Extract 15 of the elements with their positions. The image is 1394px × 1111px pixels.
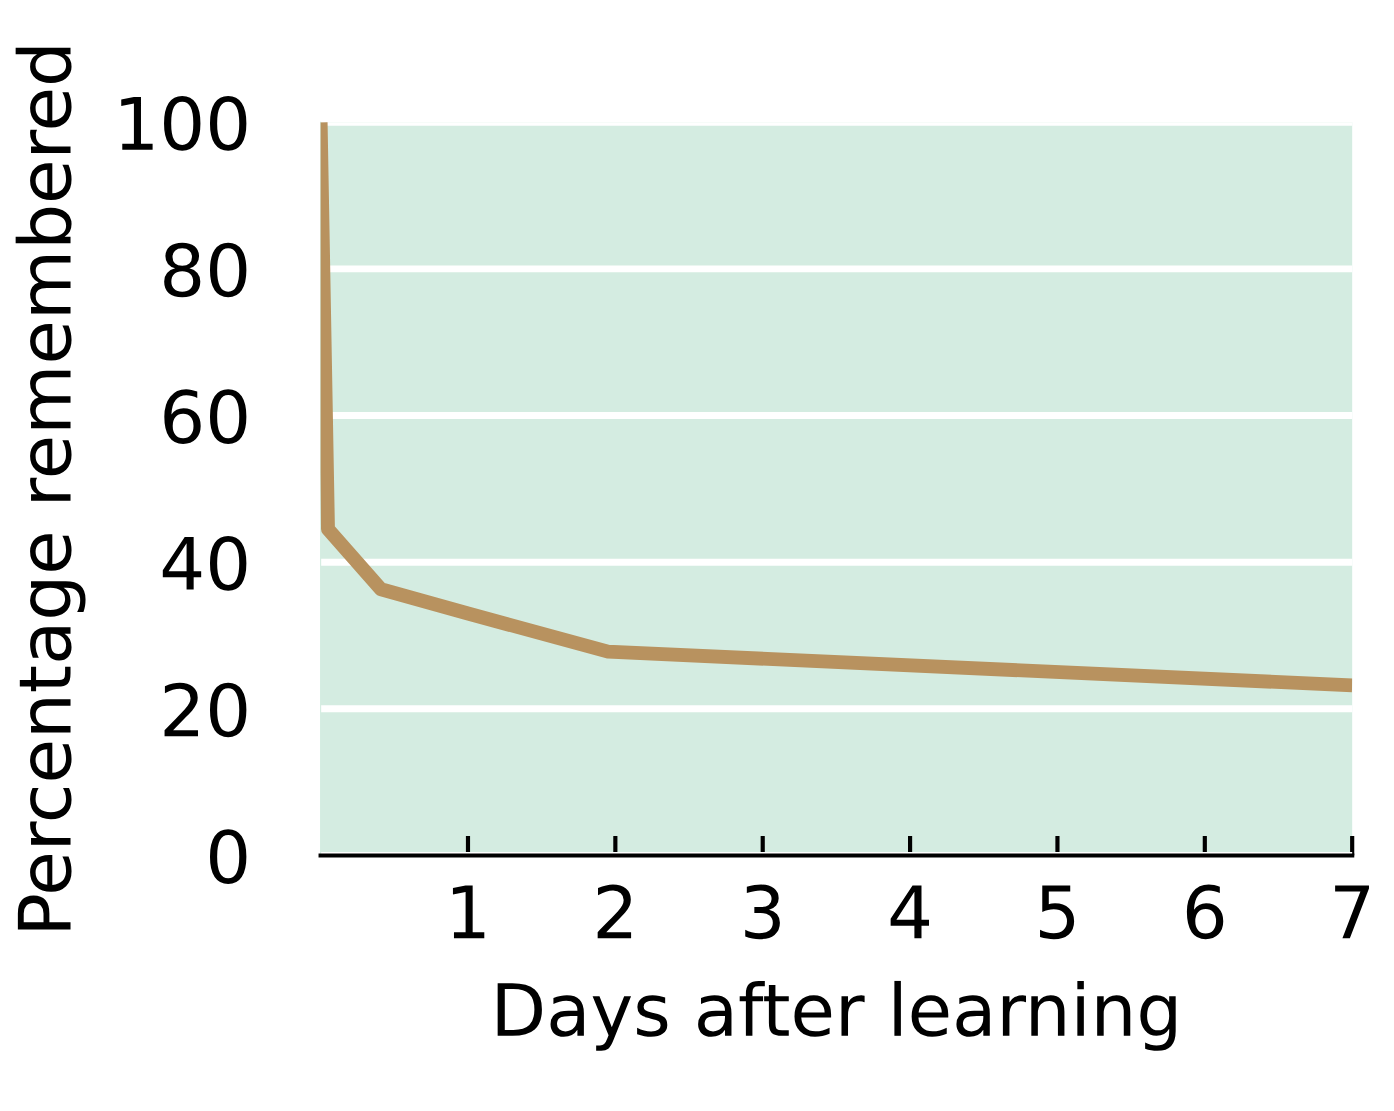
x-axis-title: Days after learning — [497, 980, 1176, 1051]
y-tick-label: 60 — [164, 389, 247, 444]
y-axis-title: Percentage remembered — [15, 47, 86, 930]
x-tick-label: 2 — [597, 884, 632, 939]
y-tick-label: 40 — [162, 536, 247, 591]
y-tick-label: 100 — [121, 96, 247, 151]
x-tick-label: 5 — [1040, 885, 1075, 940]
x-tick-label: 3 — [745, 884, 780, 940]
x-tick-label: 7 — [1335, 885, 1369, 939]
x-tick-label: 6 — [1186, 884, 1224, 940]
x-tick-label: 4 — [890, 885, 930, 939]
x-tick-label: 1 — [452, 885, 485, 939]
y-tick-label: 20 — [164, 682, 247, 738]
y-tick-label: 0 — [209, 829, 247, 884]
y-tick-label: 80 — [164, 242, 247, 298]
